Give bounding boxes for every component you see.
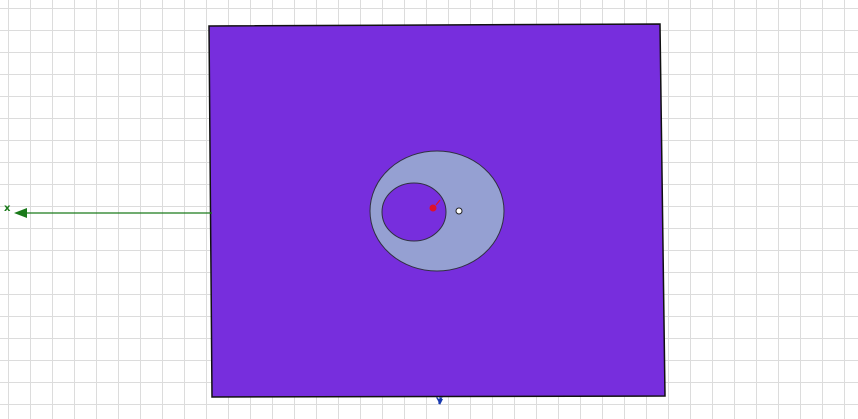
y-axis-label: Y [436,397,443,407]
feed-point-marker[interactable] [429,199,441,212]
x-axis-label: x [4,203,11,214]
x-axis-arrow-icon [14,208,212,218]
inner-hole-cutout[interactable] [381,182,447,242]
origin-marker-icon [455,207,463,215]
y-axis-arrow-icon [437,397,443,405]
